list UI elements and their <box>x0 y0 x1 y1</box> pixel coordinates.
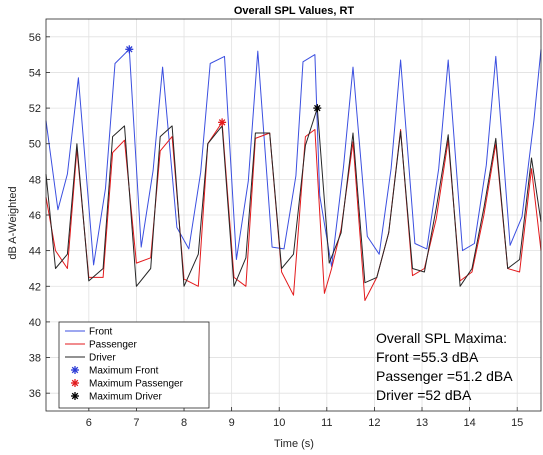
x-tick-label: 9 <box>229 417 235 429</box>
y-axis-title: dB A-Weighted <box>7 186 19 259</box>
annotation-line: Driver =52 dBA <box>376 387 472 403</box>
asterisk-stroke <box>71 379 79 387</box>
max-marker-passenger <box>218 118 227 127</box>
legend-label: Maximum Driver <box>89 392 162 403</box>
asterisk-stroke <box>126 46 133 53</box>
asterisk-stroke <box>314 104 321 112</box>
x-tick-label: 15 <box>511 417 523 429</box>
legend-label: Maximum Passenger <box>89 379 184 390</box>
annotation-line: Overall SPL Maxima: <box>376 330 507 346</box>
x-tick-label: 14 <box>463 417 475 429</box>
y-tick-label: 50 <box>29 139 41 151</box>
x-tick-label: 6 <box>86 417 92 429</box>
legend-marker <box>71 392 79 400</box>
x-tick-label: 8 <box>181 417 187 429</box>
legend-marker <box>71 366 79 374</box>
asterisk-stroke <box>71 366 79 374</box>
legend-label: Passenger <box>89 340 137 351</box>
legend-box <box>58 321 210 409</box>
maxima-annotation: Overall SPL Maxima: Front =55.3 dBA Passen… <box>376 330 513 403</box>
y-tick-label: 52 <box>29 103 41 115</box>
maxima-markers <box>125 45 322 127</box>
x-tick-label: 12 <box>368 417 380 429</box>
series-lines <box>45 48 542 301</box>
series-line-front <box>45 48 542 268</box>
legend-label: Driver <box>89 353 116 364</box>
y-tick-label: 56 <box>29 32 41 44</box>
asterisk-stroke <box>71 392 79 400</box>
annotation-line: Passenger =51.2 dBA <box>376 368 513 384</box>
x-tick-label: 10 <box>273 417 285 429</box>
grid <box>46 19 541 411</box>
y-tick-label: 46 <box>29 210 41 222</box>
x-tick-label: 7 <box>133 417 139 429</box>
legend-label: Front <box>89 327 113 338</box>
x-axis-title: Time (s) <box>274 438 314 450</box>
annotation-line: Front =55.3 dBA <box>376 349 479 365</box>
y-tick-label: 48 <box>29 174 41 186</box>
max-marker-front <box>125 45 134 54</box>
legend-label: Maximum Front <box>89 366 159 377</box>
x-tick-label: 11 <box>321 417 332 429</box>
y-tick-label: 54 <box>29 67 41 79</box>
series-line-driver <box>45 107 542 287</box>
chart-title: Overall SPL Values, RT <box>234 5 355 17</box>
y-tick-label: 38 <box>29 353 41 365</box>
x-tick-label: 13 <box>416 417 428 429</box>
y-tick-label: 42 <box>29 281 41 293</box>
y-tick-label: 36 <box>29 388 41 400</box>
max-marker-driver <box>313 104 322 113</box>
y-tick-label: 40 <box>29 317 41 329</box>
legend: Front Passenger Driver Maximum Front Maximum… <box>58 321 210 409</box>
asterisk-stroke <box>218 119 226 126</box>
y-tick-label: 44 <box>29 246 41 258</box>
legend-marker <box>71 379 79 387</box>
axis-ticks: 6 7 8 9 10 11 12 13 14 15 36 38 40 42 44 46 48 50 52 54 56 <box>29 32 524 429</box>
